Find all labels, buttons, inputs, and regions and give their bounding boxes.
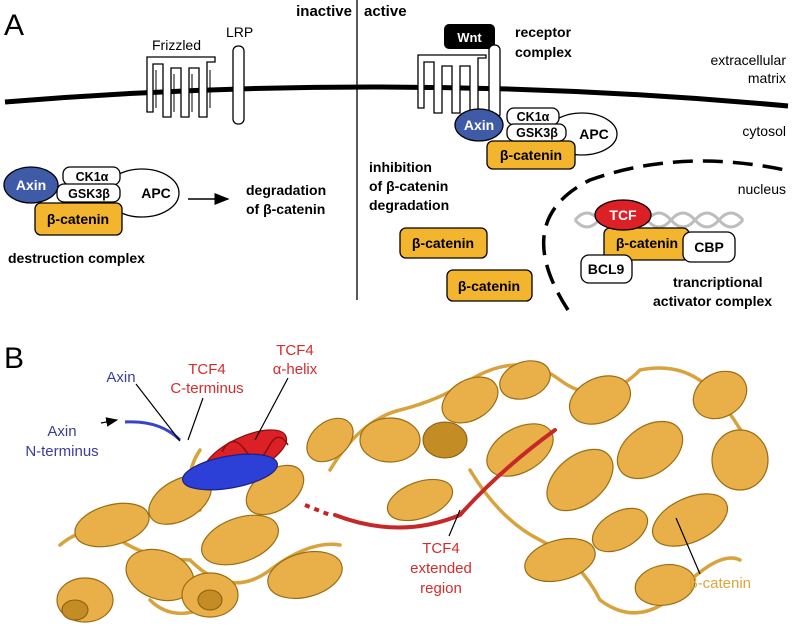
beta-catenin-label: β-catenin	[47, 211, 109, 227]
beta-catenin-b-label: β-catenin	[689, 575, 751, 592]
ck1a-label: CK1α	[76, 170, 109, 184]
tcf4-helix-line2: α-helix	[273, 361, 318, 378]
gsk3b-active	[506, 123, 567, 142]
frizzled-label: Frizzled	[152, 37, 201, 53]
inhibition-line1: inhibition	[369, 159, 432, 175]
beta-catenin-b-pointer	[675, 517, 701, 575]
axin-label: Axin	[16, 177, 46, 193]
ck1a-active-label: CK1α	[517, 110, 550, 124]
wnt-ligand	[444, 24, 495, 49]
destruction-complex	[3, 166, 180, 236]
apc-active-label: APC	[579, 126, 609, 142]
free-beta-catenin-1-label: β-catenin	[412, 235, 474, 251]
transcriptional-line1: trancriptional	[673, 274, 762, 290]
gsk3b-label: GSK3β	[68, 187, 110, 201]
active-receptor-complex: Wnt	[417, 24, 501, 120]
panel-b-letter: B	[4, 342, 24, 375]
axin-active	[454, 108, 504, 142]
bcl9-label: BCL9	[588, 261, 625, 277]
cytosol-label: cytosol	[742, 123, 786, 139]
panel-a: A inactive active Frizzled LRP Wnt recep…	[3, 0, 789, 311]
tcf4-helix-line1: TCF4	[276, 342, 314, 359]
cbp-box	[682, 231, 736, 263]
tcf4-extended-pointer	[448, 509, 461, 537]
tcf4-extended-line3: region	[420, 580, 462, 597]
apc-label: APC	[141, 185, 171, 201]
inactive-label: inactive	[296, 3, 352, 20]
tcf4-helix-pointer	[254, 377, 289, 441]
tcf4-extended-line1: TCF4	[422, 540, 460, 557]
axin-b-label: Axin	[106, 369, 135, 386]
active-label: active	[364, 3, 407, 20]
lrp-receptor	[232, 45, 245, 125]
axin-nterm-line2: N-terminus	[25, 443, 98, 460]
beta-catenin-nuclear-label: β-catenin	[616, 235, 678, 251]
axin-nterm-arrow	[100, 417, 119, 427]
tcf4-cterm-line1: TCF4	[188, 361, 226, 378]
bcl9-box	[580, 254, 633, 284]
receptor-complex-line1: receptor	[515, 24, 572, 40]
degradation-line1: degradation	[246, 182, 326, 198]
panel-a-letter: A	[4, 9, 24, 42]
transcriptional-line2: activator complex	[653, 293, 772, 309]
tcf4-disordered-segment	[304, 503, 331, 517]
tcf4-extended-region	[333, 428, 557, 530]
gsk3b-box	[56, 183, 121, 203]
lrp-active	[488, 44, 501, 120]
lrp-label: LRP	[226, 24, 253, 40]
free-beta-catenin-2	[446, 269, 533, 302]
gsk3b-active-label: GSK3β	[516, 126, 558, 140]
tcf4-cterm-pointer	[187, 397, 204, 441]
axin-b-pointer	[135, 383, 181, 442]
nucleus-label: nucleus	[738, 181, 786, 197]
receptor-complex-line2: complex	[515, 44, 572, 60]
tcf4-extended-line2: extended	[410, 560, 472, 577]
destruction-complex-label: destruction complex	[8, 250, 145, 266]
sequestered-destruction-complex	[454, 107, 618, 170]
inhibition-line2: of β-catenin	[369, 178, 448, 194]
free-beta-catenin-2-label: β-catenin	[458, 278, 520, 294]
beta-catenin-structure	[56, 360, 769, 623]
tcf-label: TCF	[609, 207, 637, 223]
frizzled-receptor	[146, 56, 216, 118]
wnt-label: Wnt	[457, 30, 482, 45]
beta-catenin-box	[34, 202, 123, 236]
degradation-line2: of β-catenin	[246, 201, 325, 217]
panel-b: B	[4, 342, 769, 623]
transcriptional-activator-complex	[580, 199, 736, 284]
axin-nterm-line1: Axin	[47, 423, 76, 440]
axin-ellipse	[3, 166, 59, 204]
extracellular-label-line2: matrix	[748, 70, 786, 86]
cell-membrane	[4, 84, 789, 109]
inhibition-line3: degradation	[369, 197, 449, 213]
tcf-ellipse	[594, 199, 652, 231]
nuclear-envelope	[541, 159, 786, 311]
cbp-label: CBP	[694, 239, 724, 255]
extracellular-label-line1: extracellular	[711, 52, 787, 68]
frizzled-active	[417, 54, 487, 114]
axin-active-label: Axin	[464, 117, 494, 133]
free-beta-catenin-1	[399, 227, 488, 259]
beta-catenin-active-label: β-catenin	[500, 147, 562, 163]
tcf4-cterm-line2: C-terminus	[170, 380, 243, 397]
